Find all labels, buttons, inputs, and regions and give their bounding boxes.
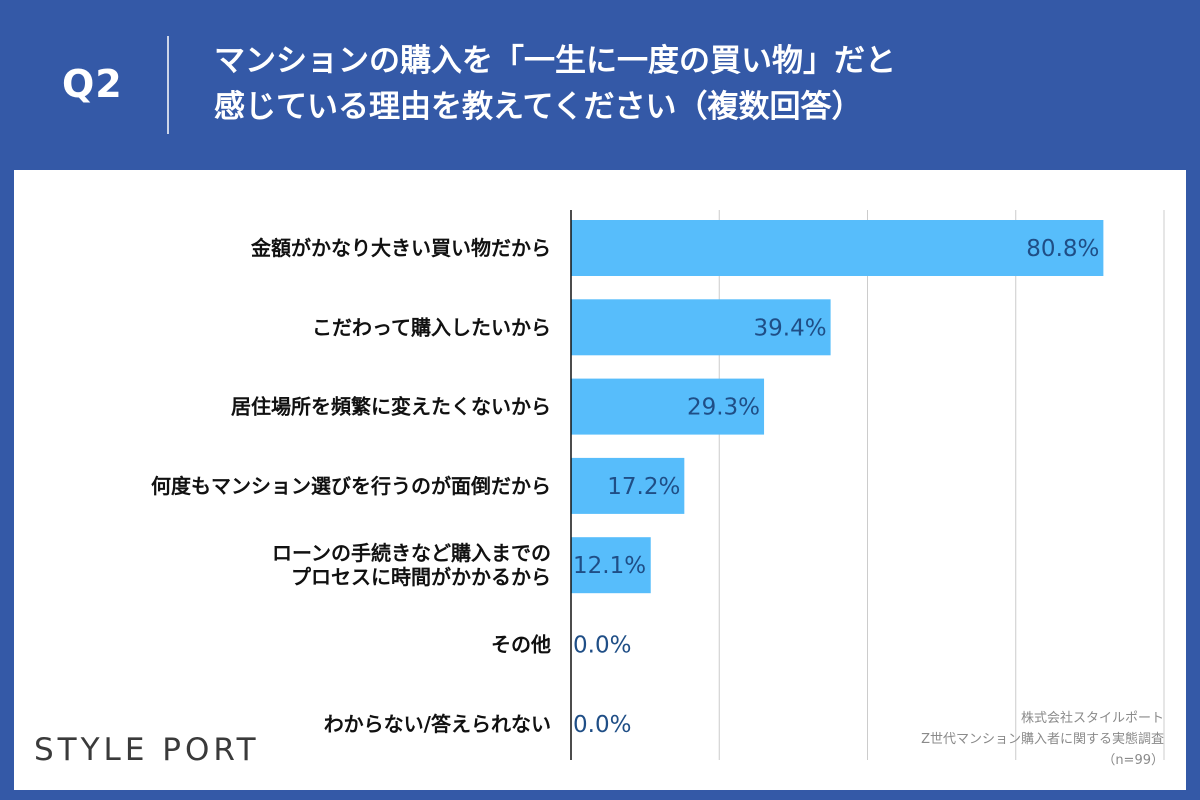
category-label: こだわって購入したいから xyxy=(312,315,551,339)
category-label: 居住場所を頻繁に変えたくないから xyxy=(231,395,551,419)
category-label: 何度もマンション選びを行うのが面倒だから xyxy=(151,474,551,498)
source-note: 株式会社スタイルポート Z世代マンション購入者に関する実態調査 （n=99） xyxy=(921,708,1164,771)
header-divider xyxy=(167,36,169,134)
source-sample: （n=99） xyxy=(1102,753,1164,768)
question-title-line-1: マンションの購入を「一生に一度の買い物」だと xyxy=(214,43,896,79)
value-label: 39.4% xyxy=(754,315,827,341)
value-label: 17.2% xyxy=(607,474,680,500)
bar xyxy=(571,220,1104,276)
question-title: マンションの購入を「一生に一度の買い物」だと 感じている理由を教えてください（複… xyxy=(214,38,1174,130)
style-port-logo: STYLE PORT xyxy=(34,732,260,768)
value-label: 12.1% xyxy=(573,553,646,579)
category-label: プロセスに時間がかかるから xyxy=(291,565,551,589)
header: Q2 マンションの購入を「一生に一度の買い物」だと 感じている理由を教えてくださ… xyxy=(0,0,1200,170)
category-label: その他 xyxy=(491,633,551,657)
value-label: 29.3% xyxy=(687,395,760,421)
value-label: 0.0% xyxy=(573,712,631,738)
bar xyxy=(571,378,765,435)
category-label: 金額がかなり大きい買い物だから xyxy=(250,236,551,260)
bar xyxy=(571,299,831,356)
bar xyxy=(571,457,685,514)
bar-chart: 金額がかなり大きい買い物だから 80.8% こだわって購入したいから 39.4% 居住場… xyxy=(151,210,1165,760)
value-label: 80.8% xyxy=(1026,236,1099,262)
category-label: わからない/答えられない xyxy=(324,712,551,736)
source-survey: Z世代マンション購入者に関する実態調査 xyxy=(921,732,1164,747)
chart-panel: 金額がかなり大きい買い物だから 80.8% こだわって購入したいから 39.4% 居住場… xyxy=(14,170,1186,790)
value-label: 0.0% xyxy=(573,633,631,659)
question-title-line-2: 感じている理由を教えてください（複数回答） xyxy=(214,89,863,125)
source-company: 株式会社スタイルポート xyxy=(1020,711,1164,726)
category-label: ローンの手続きなど購入までの xyxy=(272,541,551,565)
question-number: Q2 xyxy=(62,62,123,106)
bar xyxy=(571,537,651,594)
